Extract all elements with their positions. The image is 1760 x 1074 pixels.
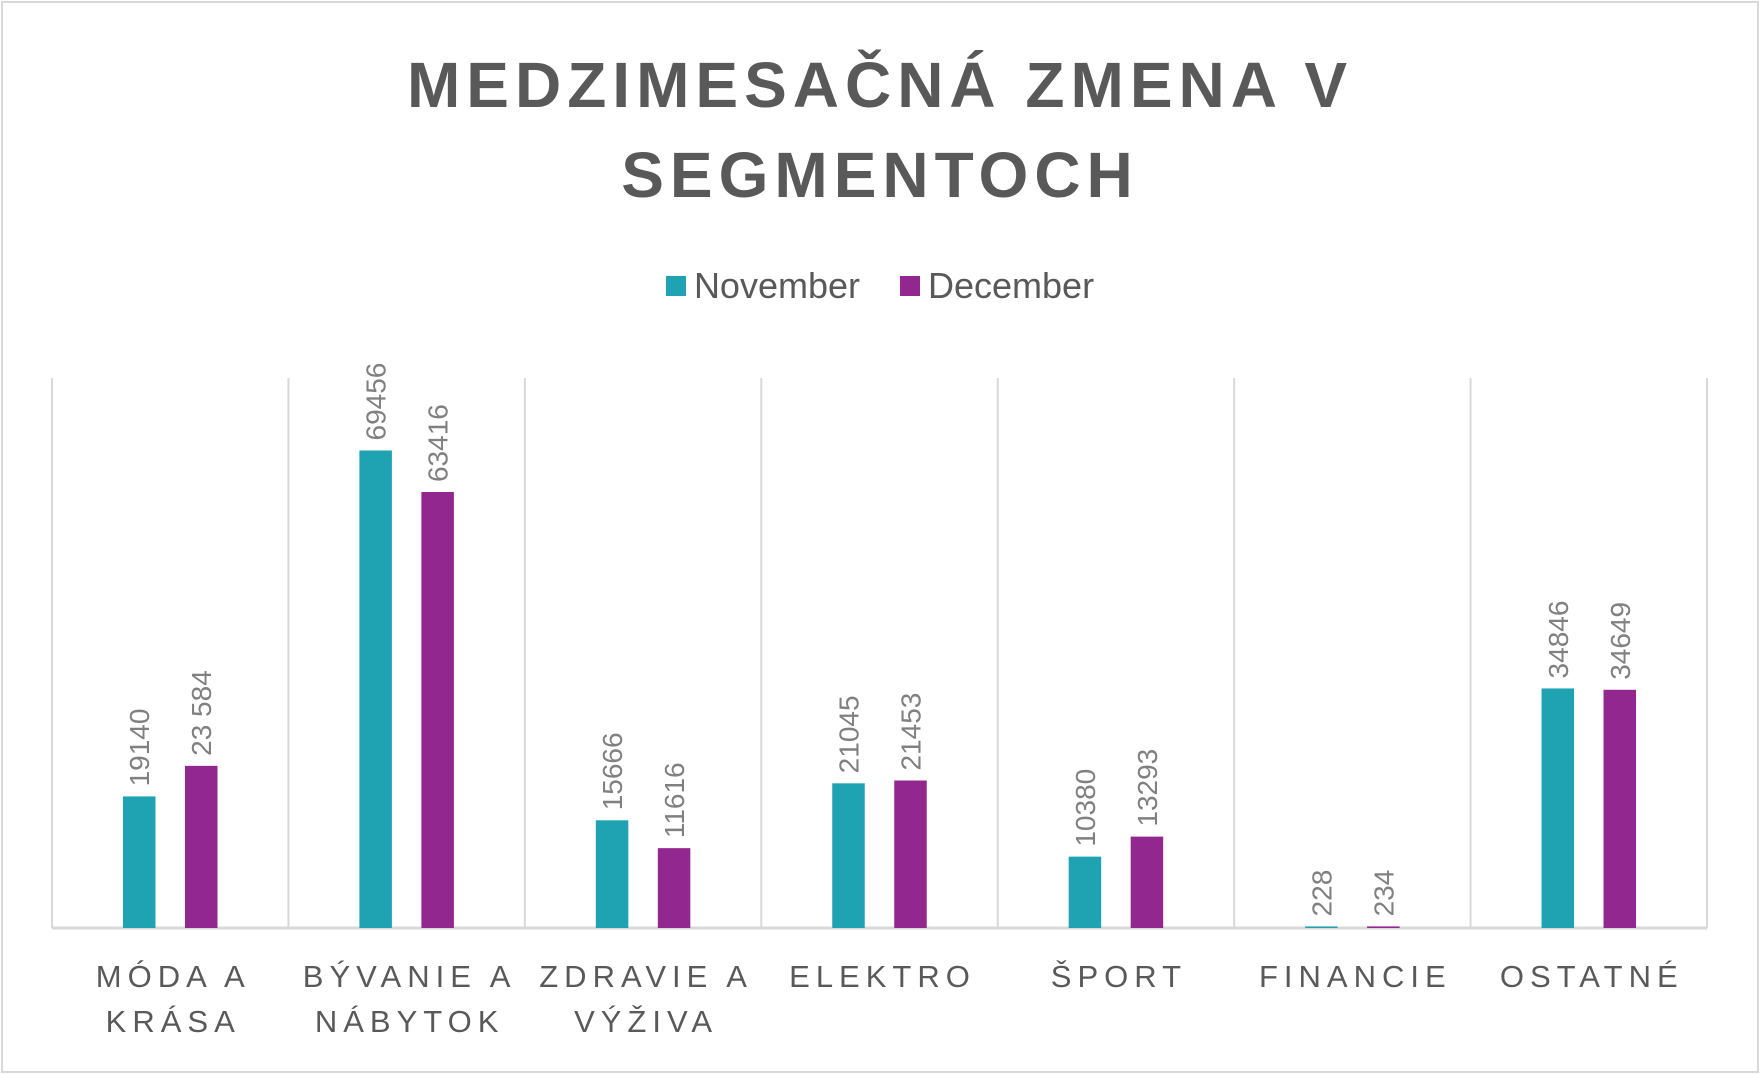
data-label-december: 63416 <box>423 404 454 482</box>
data-label-november: 69456 <box>361 363 392 441</box>
legend-label-november: November <box>693 265 860 306</box>
category-label: KRÁSA <box>106 1004 241 1039</box>
legend-item-december: December <box>900 265 1094 307</box>
bar-november <box>1541 688 1575 928</box>
category-label: VÝŽIVA <box>574 1004 718 1039</box>
legend-item-november: November <box>665 265 860 307</box>
bar-december <box>1367 926 1400 928</box>
chart-title: MEDZIMESAČNÁ ZMENA V SEGMENTOCH <box>0 40 1760 220</box>
data-label-november: 228 <box>1306 870 1337 917</box>
bar-december <box>1130 836 1164 928</box>
data-label-december: 234 <box>1368 870 1399 917</box>
bar-november <box>1068 856 1102 928</box>
data-label-november: 34846 <box>1543 601 1574 679</box>
category-label: FINANCIE <box>1259 959 1452 994</box>
data-label-december: 13293 <box>1132 749 1163 827</box>
category-label: NÁBYTOK <box>315 1004 505 1039</box>
bar-november <box>595 820 629 928</box>
category-label: OSTATNÉ <box>1500 959 1684 994</box>
chart-title-line-2: SEGMENTOCH <box>621 139 1139 211</box>
data-label-december: 23 584 <box>186 670 217 756</box>
category-label: ZDRAVIE A <box>539 959 753 994</box>
bar-december <box>1603 689 1637 928</box>
data-label-december: 34649 <box>1605 602 1636 680</box>
bar-december <box>184 765 218 928</box>
data-label-november: 19140 <box>124 709 155 787</box>
data-label-december: 21453 <box>896 693 927 771</box>
category-label: BÝVANIE A <box>303 959 517 994</box>
bar-december <box>894 780 927 928</box>
legend: November December <box>0 265 1760 307</box>
category-label: ELEKTRO <box>789 959 976 994</box>
category-label: ŠPORT <box>1051 959 1187 994</box>
bar-december <box>657 848 691 928</box>
bar-november <box>832 783 865 928</box>
legend-label-december: December <box>928 265 1095 306</box>
bar-november <box>122 796 156 928</box>
data-label-november: 10380 <box>1070 769 1101 847</box>
bar-november <box>1305 926 1338 928</box>
data-label-november: 21045 <box>834 695 865 773</box>
data-label-december: 11616 <box>659 762 690 838</box>
chart-title-line-1: MEDZIMESAČNÁ ZMENA V <box>406 49 1354 121</box>
legend-swatch-december <box>900 276 920 296</box>
bar-november <box>359 450 392 928</box>
bar-december <box>421 492 454 928</box>
legend-swatch-november <box>665 276 686 296</box>
data-label-november: 15666 <box>597 732 628 810</box>
category-label: MÓDA A <box>96 959 251 994</box>
